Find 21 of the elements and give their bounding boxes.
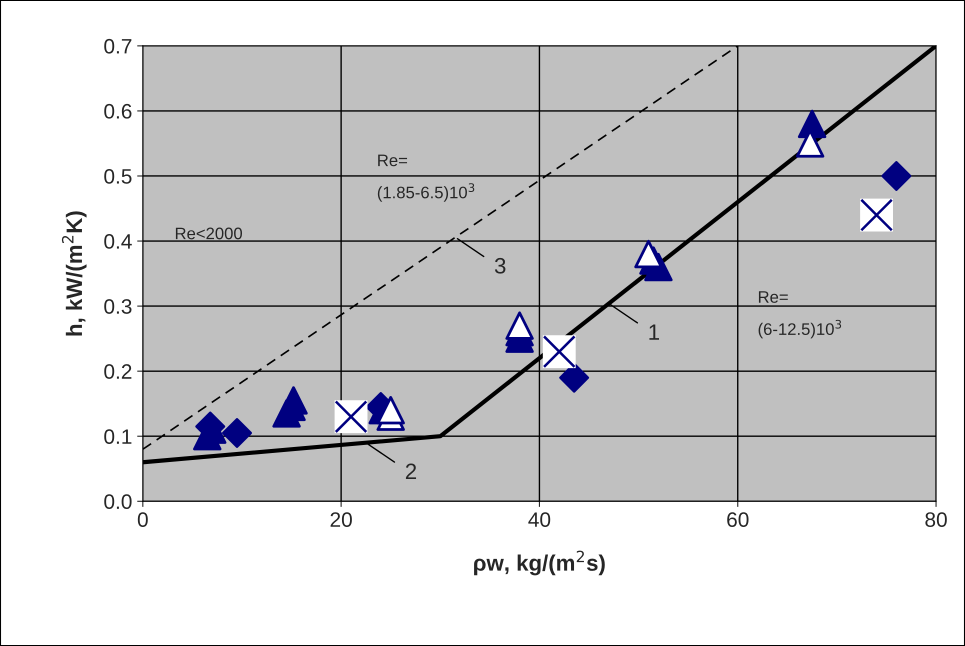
annotation: Re<2000	[176, 228, 242, 240]
y-tick-label: 0.5	[104, 168, 132, 184]
y-tick-label: 0.4	[104, 234, 132, 249]
annotation: 3	[494, 258, 506, 274]
y-axis-title: h, kW/(m$^{2}$K)	[62, 211, 87, 336]
x-tick-label: 80	[925, 512, 947, 528]
x-tick-label: 40	[528, 512, 550, 528]
annotation: 2	[406, 464, 416, 480]
x-tick-label: 20	[330, 512, 352, 528]
y-tick-label: 0.0	[104, 494, 132, 510]
x-tick-label: 0	[138, 512, 148, 528]
y-tick-label: 0.3	[104, 299, 132, 314]
y-tick-label: 0.1	[104, 429, 132, 444]
annotation: 1	[649, 324, 660, 340]
x-tick-label: 60	[727, 512, 749, 528]
y-tick-label: 0.6	[104, 104, 132, 119]
y-tick-label: 0.7	[104, 38, 132, 54]
x-axis-title: ρw, kg/(m$^{2}$s)	[474, 550, 605, 576]
annotation: Re= (6-12.5)10$^{3}$	[758, 291, 842, 338]
y-tick-label: 0.2	[104, 364, 132, 379]
annotation: Re= (1.85-6.5)10$^{3}$	[378, 154, 474, 202]
